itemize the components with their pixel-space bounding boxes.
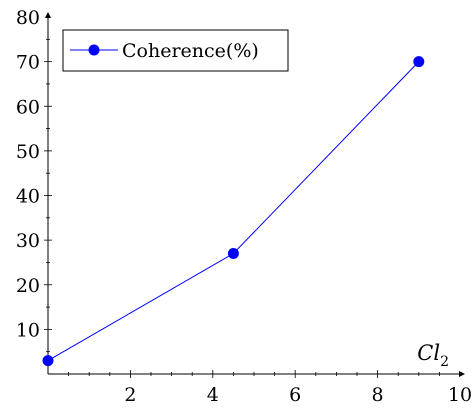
- series: [42, 56, 425, 367]
- y-axis-arrow: [45, 12, 51, 18]
- x-axis-label: Cl2: [417, 341, 449, 370]
- legend-entry-coherence: Coherence(%): [122, 40, 259, 62]
- y-tick-label: 40: [16, 186, 40, 208]
- data-point: [42, 355, 54, 367]
- x-tick-label: 4: [207, 384, 219, 406]
- tick-labels: 2 4 6 8 10 10 20 30 40 50 60 70 80: [16, 7, 472, 406]
- x-axis-arrow: [459, 371, 465, 377]
- axes: [45, 12, 465, 377]
- y-tick-label: 60: [16, 96, 40, 118]
- x-tick-label: 2: [124, 384, 136, 406]
- y-tick-label: 50: [16, 141, 40, 163]
- x-tick-label: 10: [448, 384, 472, 406]
- y-tick-label: 80: [16, 7, 40, 29]
- data-point: [413, 56, 425, 68]
- y-tick-label: 70: [16, 52, 40, 74]
- data-point: [227, 248, 239, 260]
- y-tick-label: 10: [16, 319, 40, 341]
- ticks: [44, 38, 440, 378]
- x-tick-label: 8: [372, 384, 384, 406]
- legend-marker: [88, 44, 100, 56]
- series-line: [47, 61, 420, 362]
- x-axis-label-subscript: 2: [440, 354, 449, 370]
- y-tick-label: 30: [16, 230, 40, 252]
- x-tick-label: 6: [289, 384, 301, 406]
- legend: Coherence(%): [62, 29, 289, 72]
- y-tick-label: 20: [16, 275, 40, 297]
- x-axis-label-main: Cl: [417, 341, 440, 365]
